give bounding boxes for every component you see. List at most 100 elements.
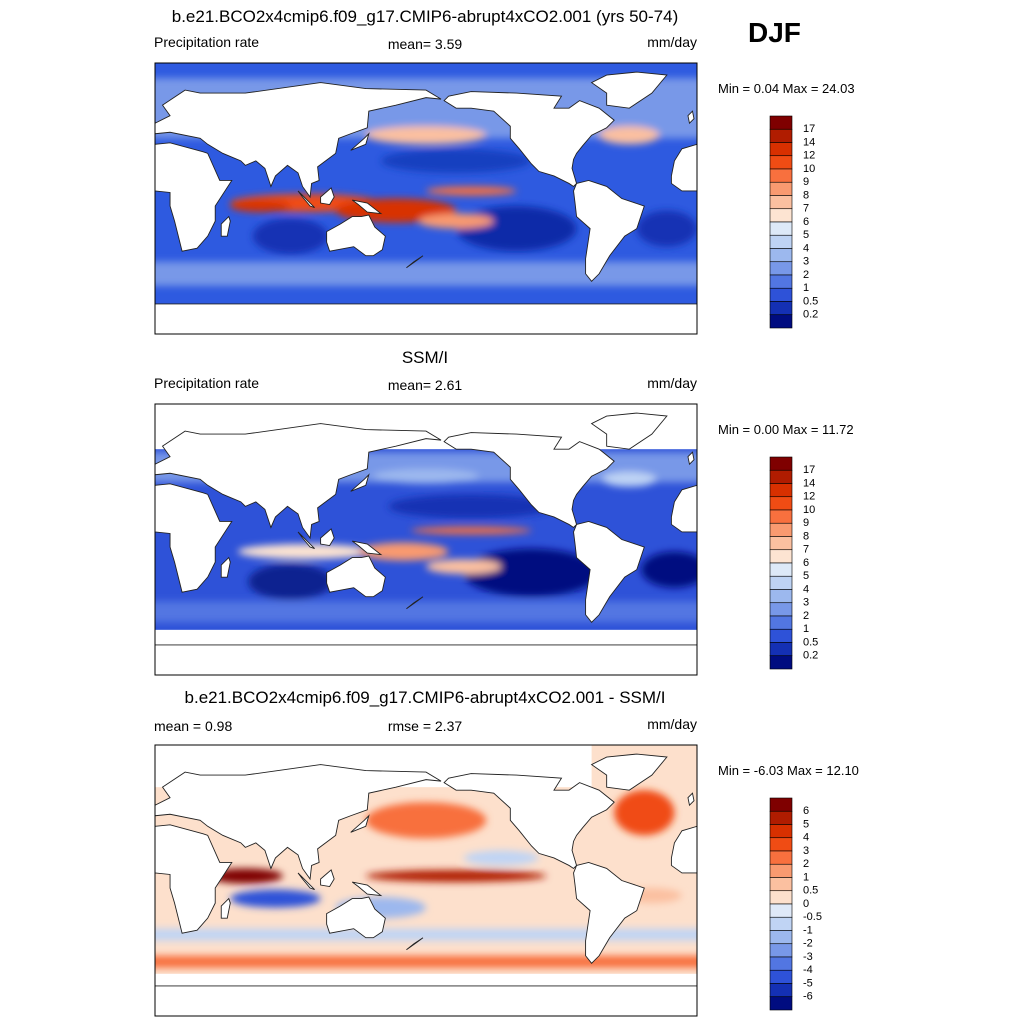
colorbar-box [769,208,793,223]
colorbar-label: 1 [803,623,809,635]
units-label: mm/day [647,716,697,732]
colorbar-label: -1 [803,924,813,936]
colorbar-label: 3 [803,597,809,609]
colorbar-box [769,956,793,971]
range-label: Min = 0.00 Max = 11.72 [718,422,854,437]
colorbar-box [769,142,793,157]
colorbar-box [769,456,793,471]
map-frame [154,62,698,335]
colorbar-label: 7 [803,544,809,556]
range-label: Min = -6.03 Max = 12.10 [718,763,859,778]
season-label: DJF [748,17,801,48]
colorbar-box [769,916,793,931]
colorbar-box [769,575,793,590]
colorbar-box [769,221,793,236]
colorbar-label: 12 [803,491,815,503]
colorbar-label: 5 [803,570,809,582]
colorbar-label: 12 [803,150,815,162]
colorbar-label: 4 [803,242,809,254]
colorbar-box [769,287,793,302]
colorbar-label: 0.5 [803,885,818,897]
colorbar-label: 5 [803,818,809,830]
colorbar-box [769,890,793,905]
colorbar-box [769,314,793,329]
colorbar-box [769,274,793,289]
colorbar-label: 17 [803,123,815,135]
left-label: Precipitation rate [154,34,259,50]
units-label: mm/day [647,34,697,50]
colorbar-label: 2 [803,269,809,281]
map [155,63,697,334]
left-label: Precipitation rate [154,375,259,391]
colorbar-label: 0.2 [803,650,818,662]
colorbar-label: 0.2 [803,309,818,321]
map [155,404,697,675]
colorbar-box [769,522,793,537]
colorbar-label: 9 [803,176,809,188]
colorbar-box [769,628,793,643]
colorbar-box [769,469,793,484]
colorbar-label: 17 [803,464,815,476]
panel-title: SSM/I [402,348,448,367]
colorbar-box [769,602,793,617]
colorbar-label: 0 [803,898,809,910]
colorbar-label: -2 [803,938,813,950]
colorbar-box [769,128,793,143]
colorbar-box [769,850,793,865]
colorbar-box [769,943,793,958]
colorbar-box [769,536,793,551]
left-label: mean = 0.98 [154,718,232,734]
colorbar-label: 6 [803,216,809,228]
panel-title: b.e21.BCO2x4cmip6.f09_g17.CMIP6-abrupt4x… [185,688,666,707]
colorbar-label: 7 [803,203,809,215]
center-label: mean= 2.61 [388,377,463,393]
colorbar-label: 8 [803,530,809,542]
colorbar-label: 2 [803,858,809,870]
colorbar-label: 3 [803,256,809,268]
colorbar-box [769,903,793,918]
colorbar-box [769,181,793,196]
colorbar-label: 3 [803,845,809,857]
colorbar-box [769,824,793,839]
colorbar-label: -6 [803,991,813,1003]
colorbar-box [769,301,793,316]
colorbar-box [769,195,793,210]
colorbar-label: -3 [803,951,813,963]
colorbar-label: 2 [803,610,809,622]
map-frame [154,403,698,676]
colorbar-label: 8 [803,189,809,201]
center-label: rmse = 2.37 [388,718,463,734]
colorbar-label: 0.5 [803,295,818,307]
units-label: mm/day [647,375,697,391]
colorbar-label: 14 [803,477,815,489]
colorbar-box [769,261,793,276]
colorbar-box [769,877,793,892]
colorbar-label: 4 [803,832,809,844]
colorbar-box [769,615,793,630]
map [155,745,697,1016]
colorbar-label: 9 [803,517,809,529]
colorbar-label: -5 [803,977,813,989]
colorbar-box [769,589,793,604]
center-label: mean= 3.59 [388,36,463,52]
colorbar-label: -4 [803,964,813,976]
colorbar-label: 10 [803,163,815,175]
colorbar-label: 0.5 [803,636,818,648]
colorbar-box [769,810,793,825]
colorbar-box [769,983,793,998]
colorbar-box [769,837,793,852]
colorbar-box [769,797,793,812]
colorbar-label: 5 [803,229,809,241]
colorbar-label: 1 [803,871,809,883]
colorbar-box [769,549,793,564]
colorbar-label: 4 [803,583,809,595]
colorbar-box [769,655,793,670]
colorbar-label: 6 [803,557,809,569]
colorbar-box [769,115,793,130]
colorbar-box [769,969,793,984]
colorbar-box [769,248,793,263]
colorbar-box [769,996,793,1011]
colorbar-box [769,642,793,657]
